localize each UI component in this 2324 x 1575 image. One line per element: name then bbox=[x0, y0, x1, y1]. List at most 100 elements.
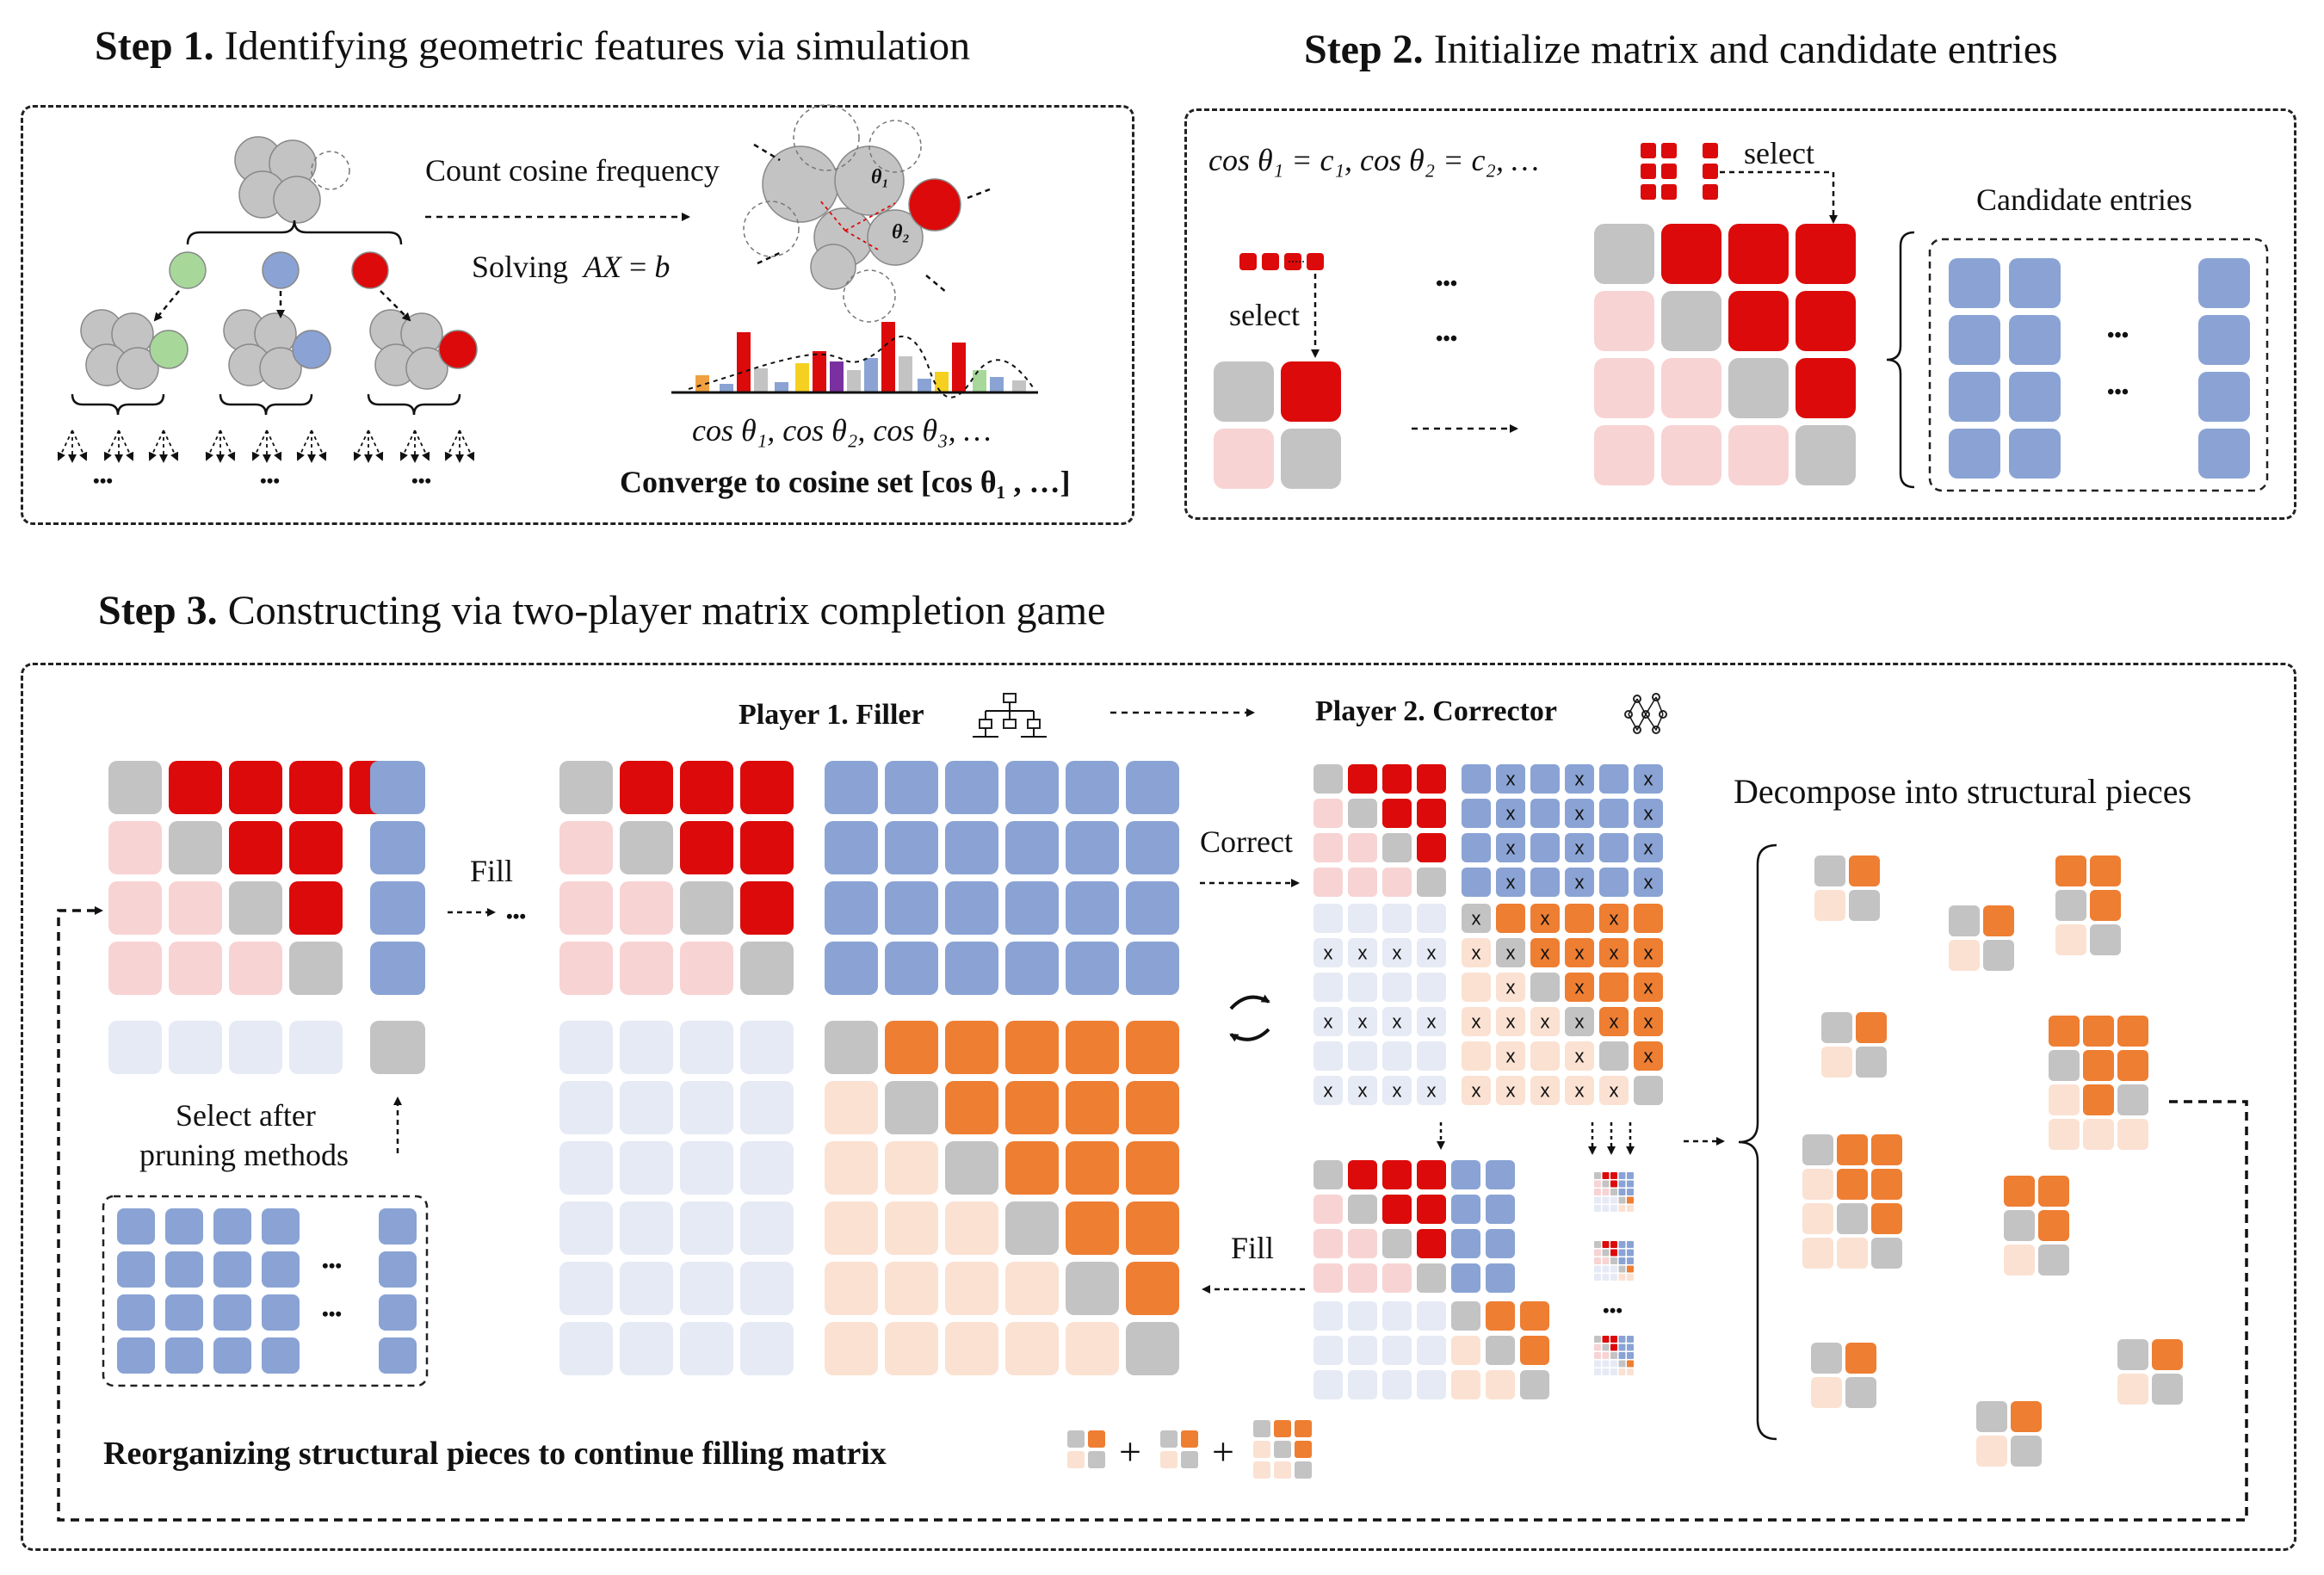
cross-mark: x bbox=[1575, 977, 1585, 998]
p1-blue-cell bbox=[1005, 821, 1059, 874]
p1-orange-matrix-cell bbox=[1126, 1262, 1179, 1315]
structural-piece-cell bbox=[2117, 1050, 2148, 1081]
red-atom bbox=[908, 178, 961, 232]
tree-arrow bbox=[153, 290, 180, 322]
candidate-box bbox=[1928, 238, 2269, 492]
reorg-piece-cell bbox=[1067, 1451, 1085, 1468]
p1-orange-matrix-cell bbox=[1005, 1201, 1059, 1255]
tree-brace bbox=[186, 219, 403, 245]
pruning-methods-label: pruning methods bbox=[139, 1138, 349, 1172]
histogram-bar bbox=[795, 363, 809, 392]
p1-orange-matrix-cell bbox=[1126, 1322, 1179, 1375]
structural-piece-cell bbox=[2004, 1176, 2035, 1207]
p2-lower-orange-cell bbox=[1451, 1336, 1480, 1365]
p1-empty-cell bbox=[680, 1141, 733, 1195]
full-matrix-cell bbox=[1796, 224, 1856, 284]
step1-title-bold: Step 1. bbox=[95, 23, 214, 69]
fan-arrow bbox=[148, 429, 164, 461]
p1-empty-cell bbox=[620, 1021, 673, 1074]
candidate-cell bbox=[2198, 258, 2250, 308]
structural-piece-cell bbox=[2083, 1119, 2114, 1150]
left-matrix-cell bbox=[229, 881, 282, 935]
select-grid-cell bbox=[1641, 164, 1656, 179]
p2-orange-cell bbox=[1565, 973, 1594, 1002]
p2-lower-empty bbox=[1417, 1301, 1446, 1331]
p1-empty-cell bbox=[740, 1021, 794, 1074]
cross-mark: x bbox=[1506, 803, 1516, 825]
mini-matrix-cell bbox=[1610, 1360, 1617, 1368]
p1-orange-matrix-cell bbox=[945, 1322, 998, 1375]
full-matrix-cell bbox=[1594, 224, 1654, 284]
histogram-bar bbox=[720, 384, 733, 392]
p1-empty-cell bbox=[559, 1262, 613, 1315]
p2-orange-cell bbox=[1530, 1041, 1560, 1071]
pool-ellipsis-1: ••• bbox=[322, 1255, 343, 1276]
fan-arrow bbox=[296, 429, 312, 461]
structural-piece-cell bbox=[1949, 905, 1980, 936]
cross-mark: x bbox=[1575, 942, 1585, 964]
cluster-atom bbox=[810, 244, 856, 290]
cross-mark: x bbox=[1427, 1011, 1437, 1033]
p2-empty-cell bbox=[1313, 1076, 1343, 1105]
mini-matrix-cell bbox=[1610, 1257, 1617, 1264]
candidate-cell bbox=[2009, 315, 2061, 365]
atom-circle bbox=[116, 347, 159, 390]
sub-brace bbox=[71, 393, 165, 416]
p2-blue-cell bbox=[1462, 764, 1491, 794]
p1-orange-matrix-cell bbox=[885, 1021, 938, 1074]
step2-ellipsis-2: ••• bbox=[1436, 328, 1458, 350]
full-matrix-cell bbox=[1661, 291, 1721, 351]
histogram-bar bbox=[952, 343, 966, 392]
cross-mark: x bbox=[1393, 1080, 1402, 1102]
step1-panel bbox=[21, 105, 1134, 525]
structural-piece-cell bbox=[1983, 940, 2014, 971]
p1-blue-cell bbox=[1066, 881, 1119, 935]
bond-dash bbox=[925, 275, 948, 293]
p2-orange-cell bbox=[1496, 904, 1525, 933]
structural-piece-cell bbox=[1802, 1134, 1833, 1165]
left-candidate-cell bbox=[370, 761, 425, 814]
p1-empty-cell bbox=[680, 1201, 733, 1255]
mini-matrix-cell bbox=[1602, 1360, 1610, 1368]
pool-ellipsis-2: ••• bbox=[322, 1303, 343, 1325]
p1-orange-matrix-cell bbox=[825, 1081, 878, 1134]
select-grid-cell bbox=[1661, 143, 1677, 158]
init-matrix-cell bbox=[1214, 429, 1274, 489]
mini-matrix-cell bbox=[1602, 1343, 1610, 1351]
p2-lower-blue bbox=[1451, 1195, 1480, 1224]
select-grid-cell bbox=[1703, 164, 1718, 179]
select-grid-cell bbox=[1703, 143, 1718, 158]
histogram-bar bbox=[775, 382, 788, 392]
mini-matrix-cell bbox=[1594, 1241, 1601, 1248]
structural-piece-cell bbox=[2038, 1245, 2069, 1275]
reorg-piece-cell bbox=[1067, 1430, 1085, 1448]
pool-cell bbox=[213, 1294, 251, 1331]
mini-matrix-cell bbox=[1594, 1180, 1601, 1188]
p2-orange-cell bbox=[1634, 1041, 1663, 1071]
p1-orange-matrix-cell bbox=[885, 1201, 938, 1255]
reorg-piece-cell bbox=[1295, 1461, 1312, 1479]
mini-matrix-cell bbox=[1594, 1360, 1601, 1368]
cross-mark: x bbox=[1541, 908, 1550, 930]
p1-matrix-cell bbox=[680, 881, 733, 935]
mini-matrix-cell bbox=[1602, 1205, 1610, 1212]
p1-empty-cell bbox=[740, 1201, 794, 1255]
p1-orange-matrix-cell bbox=[945, 1141, 998, 1195]
p1-empty-cell bbox=[620, 1262, 673, 1315]
structural-piece-cell bbox=[1811, 1377, 1842, 1408]
structural-piece-cell bbox=[2090, 890, 2121, 921]
p2-lower-matrix-cell bbox=[1417, 1160, 1446, 1189]
p1-orange-matrix-cell bbox=[885, 1081, 938, 1134]
left-matrix-cell bbox=[169, 942, 222, 995]
fan-arrow bbox=[459, 429, 475, 461]
mini-matrix-cell bbox=[1618, 1189, 1626, 1195]
tree-arrow bbox=[380, 290, 411, 322]
p1-orange-matrix-cell bbox=[1126, 1021, 1179, 1074]
mini-matrix-cell bbox=[1618, 1343, 1626, 1351]
mini-matrix-cell bbox=[1610, 1274, 1617, 1281]
p2-blue-cell bbox=[1599, 799, 1629, 828]
p1-empty-cell bbox=[559, 1141, 613, 1195]
left-matrix-cell bbox=[108, 881, 162, 935]
p1-blue-cell bbox=[1066, 942, 1119, 995]
p1-orange-matrix-cell bbox=[1005, 1081, 1059, 1134]
